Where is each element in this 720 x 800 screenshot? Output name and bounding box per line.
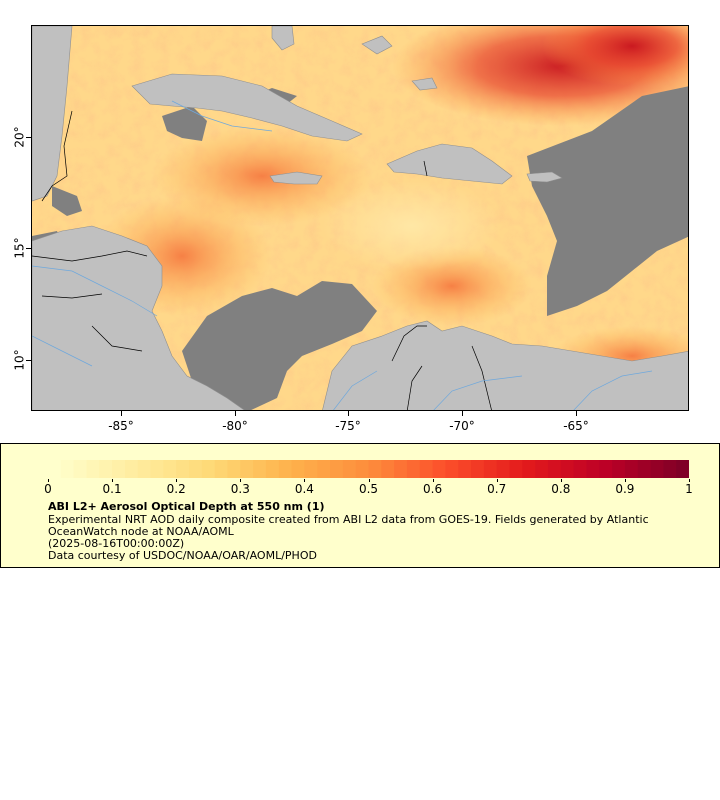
colorbar-swatch xyxy=(586,460,600,478)
colorbar-swatch xyxy=(124,460,139,478)
colorbar-swatch xyxy=(355,460,369,478)
colorbar-tick-label: 0.4 xyxy=(294,482,314,496)
colorbar-swatch xyxy=(99,460,113,478)
x-tick-label: -85° xyxy=(108,419,134,433)
colorbar-swatch xyxy=(650,460,664,478)
colorbar-swatch xyxy=(304,460,318,478)
map-graphic xyxy=(32,26,688,410)
colorbar-tickmark xyxy=(624,479,626,482)
colorbar-tick-label: 0.7 xyxy=(487,482,507,496)
colorbar-swatch xyxy=(176,460,190,478)
colorbar-swatch xyxy=(150,460,164,478)
colorbar-swatch xyxy=(240,460,254,478)
y-tick-label: 10° xyxy=(12,349,27,371)
colorbar-swatch xyxy=(509,460,523,478)
colorbar-swatch xyxy=(573,460,587,478)
land-areas xyxy=(32,26,688,410)
x-tickmark xyxy=(462,411,463,416)
colorbar-swatch xyxy=(676,460,689,478)
colorbar-swatch xyxy=(496,460,511,478)
y-tickmark xyxy=(26,360,31,361)
legend-date: (2025-08-16T00:00:00Z) xyxy=(48,537,185,550)
colorbar-swatch xyxy=(535,460,549,478)
colorbar-swatch xyxy=(60,460,75,478)
colorbar-swatch xyxy=(368,460,382,478)
y-tickmark xyxy=(26,137,31,138)
colorbar-swatch xyxy=(317,460,331,478)
colorbar-swatch xyxy=(330,460,344,478)
aod-map[interactable] xyxy=(31,25,689,411)
colorbar-swatch xyxy=(663,460,677,478)
colorbar-swatch xyxy=(445,460,459,478)
colorbar-swatch xyxy=(560,460,575,478)
colorbar-swatch xyxy=(253,460,267,478)
y-tickmark xyxy=(26,248,31,249)
colorbar-tick-label: 0.3 xyxy=(230,482,250,496)
colorbar-tick-label: 1 xyxy=(685,482,693,496)
colorbar-swatch xyxy=(522,460,536,478)
colorbar-swatch xyxy=(112,460,126,478)
colorbar-tickmark xyxy=(176,479,178,482)
x-tick-label: -65° xyxy=(563,419,589,433)
colorbar-swatch xyxy=(637,460,652,478)
colorbar-swatch xyxy=(86,460,100,478)
x-tick-label: -75° xyxy=(335,419,361,433)
colorbar-swatch xyxy=(406,460,421,478)
colorbar-swatch xyxy=(214,460,228,478)
x-tickmark xyxy=(576,411,577,416)
colorbar-swatch xyxy=(483,460,498,478)
legend-description: Experimental NRT AOD daily composite cre… xyxy=(48,513,649,538)
colorbar-tickmark xyxy=(240,479,242,482)
colorbar-tickmark xyxy=(689,479,690,482)
y-tick-label: 15° xyxy=(12,237,27,259)
colorbar-swatch xyxy=(547,460,562,478)
x-tickmark xyxy=(121,411,122,416)
colorbar-tick-label: 0.1 xyxy=(102,482,122,496)
colorbar-swatch xyxy=(137,460,152,478)
colorbar-tick-label: 0.2 xyxy=(166,482,186,496)
colorbar-tick-label: 0 xyxy=(44,482,52,496)
colorbar-tickmark xyxy=(432,479,434,482)
colorbar-swatch xyxy=(471,460,485,478)
colorbar-swatch xyxy=(394,460,408,478)
colorbar xyxy=(48,460,689,478)
rivers xyxy=(32,100,653,410)
colorbar-swatch xyxy=(265,460,280,478)
colorbar-swatch xyxy=(189,460,203,478)
colorbar-tickmark xyxy=(304,479,306,482)
y-tick-label: 20° xyxy=(12,126,27,148)
x-tick-label: -70° xyxy=(449,419,475,433)
colorbar-tickmark xyxy=(560,479,562,482)
colorbar-tickmark xyxy=(496,479,498,482)
colorbar-tick-label: 0.8 xyxy=(551,482,571,496)
colorbar-swatch xyxy=(458,460,472,478)
legend-title: ABI L2+ Aerosol Optical Depth at 550 nm … xyxy=(48,500,325,513)
colorbar-swatch xyxy=(227,460,241,478)
colorbar-swatch xyxy=(73,460,87,478)
x-tickmark xyxy=(348,411,349,416)
colorbar-swatch xyxy=(624,460,639,478)
colorbar-swatch xyxy=(342,460,357,478)
colorbar-tick-label: 0.5 xyxy=(358,482,379,496)
colorbar-swatch xyxy=(278,460,293,478)
colorbar-swatch xyxy=(163,460,177,478)
colorbar-swatch xyxy=(291,460,305,478)
colorbar-swatch xyxy=(612,460,626,478)
colorbar-swatch xyxy=(432,460,446,478)
colorbar-swatch xyxy=(48,460,62,478)
colorbar-swatch xyxy=(201,460,216,478)
colorbar-tick-label: 0.6 xyxy=(423,482,443,496)
colorbar-tickmark xyxy=(112,479,114,482)
country-borders xyxy=(32,110,492,410)
colorbar-tick-label: 0.9 xyxy=(615,482,635,496)
colorbar-swatch xyxy=(381,460,395,478)
legend-panel: 0 0.1 0.2 0.3 0.4 0.5 0.6 0.7 0.8 0.9 1 ABI L2+ Ae… xyxy=(0,443,720,568)
colorbar-swatch xyxy=(599,460,613,478)
legend-credit: Data courtesy of USDOC/NOAA/OAR/AOML/PHO… xyxy=(48,549,317,562)
colorbar-swatch xyxy=(419,460,434,478)
colorbar-tickmark xyxy=(48,479,49,482)
colorbar-tickmark xyxy=(368,479,370,482)
x-tickmark xyxy=(235,411,236,416)
x-tick-label: -80° xyxy=(222,419,248,433)
